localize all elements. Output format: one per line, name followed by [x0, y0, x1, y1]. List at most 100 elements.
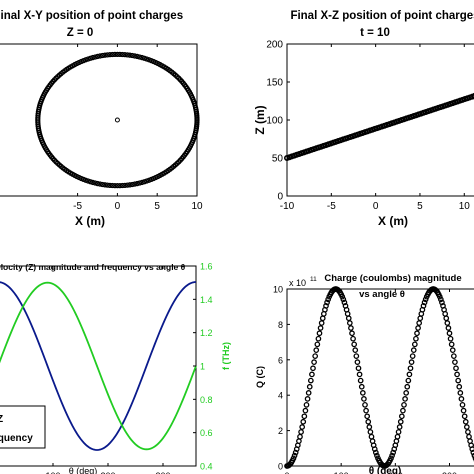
xy-charge-point [122, 52, 128, 58]
xz-y-label: Z (m) [253, 105, 267, 134]
charge-y-label: Q (C) [255, 366, 265, 388]
charge-point [346, 320, 353, 326]
xy-charge-point [144, 56, 150, 62]
charge-point [437, 296, 444, 303]
charge-x-label: θ (deg) [369, 466, 402, 474]
xz-y-tick-label: 150 [266, 78, 283, 89]
charge-point [406, 371, 413, 378]
panel-charge: Charge (coulombs) magnitude vs angle θ x… [255, 273, 474, 474]
charge-point [361, 396, 367, 402]
xy-charge-point [119, 182, 126, 189]
charge-point [396, 424, 403, 430]
charge-point [350, 335, 356, 342]
xy-charge-point [97, 53, 103, 59]
charge-point [446, 330, 453, 337]
charge-point [317, 325, 324, 331]
xy-charge-point [129, 181, 135, 188]
charge-point [359, 390, 366, 396]
panel-velocity: Velocity (Z) magnitude and frequency vs … [0, 262, 231, 474]
xy-subtitle: Z = 0 [67, 27, 94, 39]
charge-point [447, 335, 454, 342]
xy-charge-point [114, 182, 121, 189]
xy-charge-point [99, 181, 106, 188]
xy-charge-point [92, 180, 98, 186]
xy-x-tick-label: 10 [191, 201, 203, 212]
charge-point [472, 455, 474, 461]
charge-point [319, 315, 326, 322]
charge-point [318, 320, 325, 326]
xy-x-tick-label: -5 [73, 201, 82, 212]
xy-charge-point [109, 51, 116, 58]
xz-y-tick-label: 0 [277, 192, 283, 203]
charge-point [405, 377, 412, 384]
charge-point [324, 299, 330, 306]
charge-y-tick-label: 4 [278, 391, 283, 401]
xz-y-tick-label: 50 [272, 154, 284, 165]
xy-title: Original X-Y position of point charges [0, 10, 183, 22]
xy-charge-point [124, 52, 131, 58]
charge-point [357, 377, 364, 384]
xz-marks [283, 92, 474, 162]
xy-marks [35, 51, 200, 189]
charge-title: Charge (coulombs) magnitude [324, 273, 461, 284]
xy-charge-point [112, 182, 118, 189]
xy-charge-point [112, 51, 118, 58]
vel-y2-tick-label: 0.6 [200, 428, 213, 438]
charge-x-tick-label: 0 [284, 471, 289, 474]
charge-point [414, 330, 420, 337]
charge-point [388, 455, 394, 462]
charge-point [457, 390, 464, 396]
xz-x-tick-label: -5 [327, 201, 336, 212]
charge-point [454, 371, 460, 378]
charge-x-tick-label: 300 [442, 471, 457, 474]
charge-point [417, 315, 424, 322]
xy-center-point [114, 117, 120, 123]
charge-point [436, 293, 443, 300]
xy-charge-point [124, 182, 131, 188]
charge-point [365, 418, 372, 425]
charge-subtitle: vs angle θ [359, 289, 405, 300]
charge-point [400, 407, 406, 414]
charge-point [470, 449, 474, 456]
xy-x-label: X (m) [75, 214, 105, 228]
xy-charge-point [119, 51, 126, 58]
charge-point [403, 390, 410, 396]
xy-charge-point [132, 53, 138, 59]
charge-point [448, 341, 455, 348]
vel-y2-ticks: 0.4 0.6 0.8 1 1.2 1.4 1.6 [193, 262, 213, 472]
charge-point [353, 353, 360, 359]
charge-point [395, 429, 402, 435]
vel-y2-tick-label: 0.8 [200, 395, 213, 405]
charge-point [354, 359, 361, 365]
vel-legend-item-frequency: frequency [0, 433, 33, 444]
charge-point [458, 396, 465, 402]
charge-point [372, 449, 379, 456]
xy-charge-point [87, 55, 94, 61]
charge-point [305, 390, 312, 396]
vel-series-z-line [0, 281, 197, 451]
vel-legend: Z frequency [0, 405, 46, 449]
charge-point [459, 401, 466, 408]
vel-x-label: θ (deg) [69, 466, 98, 474]
charge-y-tick-label: 2 [278, 426, 283, 436]
xy-charge-point [129, 52, 135, 59]
xz-subtitle: t = 10 [360, 27, 390, 39]
xz-y-tick-label: 100 [266, 116, 283, 127]
xz-x-label: X (m) [378, 214, 408, 228]
vel-legend-item-z: Z [0, 414, 3, 425]
vel-legend-box [0, 405, 46, 449]
xz-title: Final X-Z position of point charges [290, 10, 474, 22]
charge-point [456, 383, 463, 390]
xy-charge-point [97, 181, 103, 187]
charge-point [314, 341, 321, 348]
charge-point [306, 383, 313, 390]
charge-point [394, 433, 401, 440]
charge-point [445, 325, 452, 331]
xy-charge-point [104, 52, 111, 58]
charge-x-tick-label: 200 [388, 471, 403, 474]
charge-x-tick-label: 100 [334, 471, 349, 474]
charge-point [463, 424, 470, 430]
charge-point [303, 401, 310, 408]
xy-charge-point [194, 119, 200, 125]
